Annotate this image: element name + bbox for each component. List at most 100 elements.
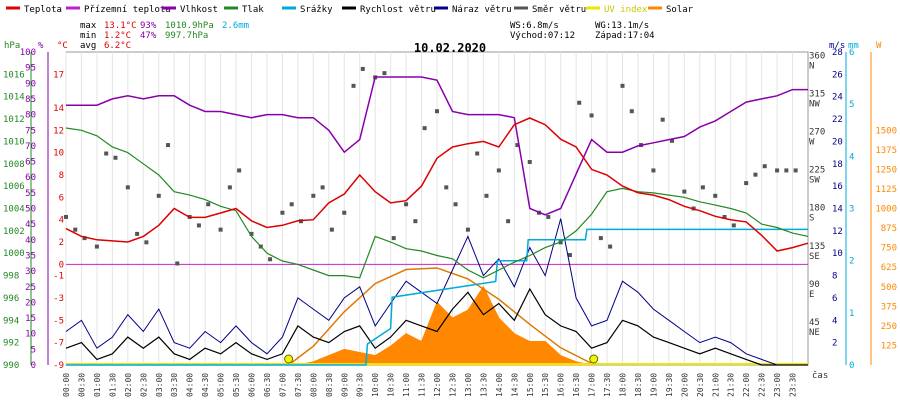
wind-direction-point xyxy=(793,168,798,173)
w-tick-label: 1125 xyxy=(875,185,897,195)
wind-direction-point xyxy=(744,181,749,186)
x-tick-label: 02:00 xyxy=(124,373,133,397)
wind-direction-point xyxy=(104,151,109,156)
x-tick-label: 12:00 xyxy=(433,373,442,397)
w-tick-label: 875 xyxy=(881,224,897,234)
temp-tick-label: 10 xyxy=(53,149,64,159)
x-tick-label: 17:00 xyxy=(588,373,597,397)
pct-tick-label: 100 xyxy=(20,48,36,58)
wind-direction-point xyxy=(422,126,427,131)
wind-direction-point xyxy=(577,100,582,105)
x-tick-label: 19:30 xyxy=(665,373,674,397)
stats-min-label: min xyxy=(80,31,96,41)
wind-direction-point xyxy=(175,261,180,266)
x-tick-label: 20:00 xyxy=(680,373,689,397)
wind-direction-point xyxy=(700,185,705,190)
sun-marker-icon xyxy=(589,354,599,364)
wind-direction-point xyxy=(713,193,718,198)
w-tick-label: 1500 xyxy=(875,126,897,136)
mm-tick-label: 3 xyxy=(849,205,854,215)
direction-tick-label: NE xyxy=(809,328,820,338)
x-tick-label: 18:00 xyxy=(619,373,628,397)
wind-direction-point xyxy=(682,189,687,194)
wind-direction-point xyxy=(382,71,387,76)
w-tick-label: 1375 xyxy=(875,146,897,156)
temp-tick-label: 4 xyxy=(59,216,64,226)
wind-direction-point xyxy=(475,151,480,156)
x-tick-label: 00:00 xyxy=(62,373,71,397)
wind-direction-point xyxy=(753,172,758,177)
pct-tick-label: 0 xyxy=(31,361,36,371)
stats-avg-temp: 6.2°C xyxy=(104,41,131,51)
x-tick-label: 20:30 xyxy=(696,373,705,397)
w-tick-label: 125 xyxy=(881,341,897,351)
wind-speed-line xyxy=(65,287,808,366)
mm-tick-label: 2 xyxy=(849,257,854,267)
direction-tick-value: 180 xyxy=(809,204,825,214)
solar-area xyxy=(297,285,592,366)
wind-direction-point xyxy=(413,219,418,224)
temp-axis-label: °C xyxy=(57,41,68,51)
wind-direction-point xyxy=(196,223,201,228)
temp-tick-label: 6 xyxy=(59,193,64,203)
temp-tick-label: -1 xyxy=(53,272,64,282)
wind-direction-point xyxy=(546,214,551,219)
hpa-axis-label: hPa xyxy=(4,41,20,51)
wind-direction-point xyxy=(268,257,273,262)
wind-direction-point xyxy=(669,138,674,143)
w-tick-label: 500 xyxy=(881,283,897,293)
wind-direction-point xyxy=(629,109,634,114)
pct-axis-label: % xyxy=(38,41,44,51)
hpa-tick-label: 1000 xyxy=(3,249,25,259)
wind-direction-point xyxy=(125,185,130,190)
direction-tick-label: W xyxy=(809,138,815,148)
x-tick-label: 23:30 xyxy=(789,373,798,397)
stats-max-label: max xyxy=(80,21,97,31)
direction-tick-label: NW xyxy=(809,100,820,110)
wind-direction-point xyxy=(135,231,140,236)
wind-direction-point xyxy=(227,185,232,190)
x-tick-label: 03:30 xyxy=(170,373,179,397)
wind-direction-point xyxy=(484,193,489,198)
wind-direction-point xyxy=(289,202,294,207)
x-tick-label: 08:00 xyxy=(309,373,318,397)
wind-direction-point xyxy=(775,168,780,173)
stats-max-pressure: 1010.9hPa xyxy=(165,21,214,31)
x-tick-label: 14:30 xyxy=(510,373,519,397)
mm-tick-label: 4 xyxy=(849,152,854,162)
temp-tick-label: -3 xyxy=(53,294,64,304)
wind-direction-point xyxy=(329,227,334,232)
direction-tick-value: 225 xyxy=(809,166,825,176)
hpa-tick-label: 994 xyxy=(3,316,19,326)
ms-tick-label: 16 xyxy=(832,182,843,192)
x-tick-label: 01:00 xyxy=(93,373,102,397)
x-tick-label: 10:30 xyxy=(387,373,396,397)
pressure-line xyxy=(65,127,809,279)
x-tick-label: 19:00 xyxy=(649,373,658,397)
x-tick-label: 04:30 xyxy=(201,373,210,397)
x-tick-label: 21:00 xyxy=(711,373,720,397)
hpa-tick-label: 1010 xyxy=(3,137,25,147)
ms-tick-label: 24 xyxy=(832,93,843,103)
ms-tick-label: 20 xyxy=(832,137,843,147)
stats-wind-speed: WS:6.8m/s xyxy=(510,21,559,31)
hpa-tick-label: 992 xyxy=(3,339,19,349)
stats-wind-gust: WG:13.1m/s xyxy=(595,21,649,31)
wind-direction-point xyxy=(218,227,223,232)
wind-direction-point xyxy=(762,164,767,169)
x-tick-label: 16:00 xyxy=(557,373,566,397)
stats-avg-label: avg xyxy=(80,41,96,51)
mm-tick-label: 5 xyxy=(849,100,854,110)
wind-direction-point xyxy=(113,155,118,160)
wind-direction-point xyxy=(64,214,68,219)
wind-direction-point xyxy=(206,202,211,207)
ms-tick-label: 26 xyxy=(832,70,843,80)
legend-label: Teplota xyxy=(24,5,62,15)
ms-tick-label: 2 xyxy=(832,339,837,349)
wind-direction-point xyxy=(435,109,439,114)
x-tick-label: 12:30 xyxy=(448,373,457,397)
ms-tick-label: 22 xyxy=(832,115,843,125)
x-tick-label: 05:30 xyxy=(232,373,241,397)
